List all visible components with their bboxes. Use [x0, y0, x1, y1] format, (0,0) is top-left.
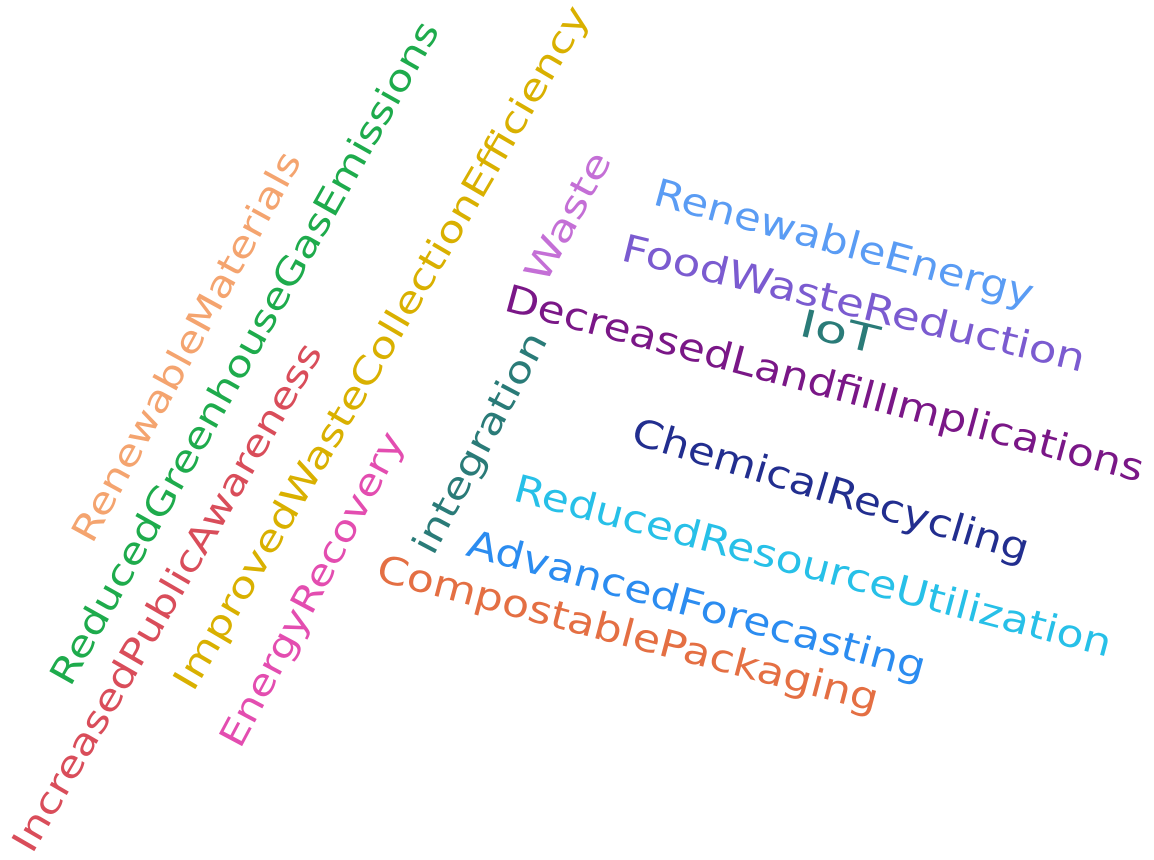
- word-waste: Waste: [516, 144, 621, 290]
